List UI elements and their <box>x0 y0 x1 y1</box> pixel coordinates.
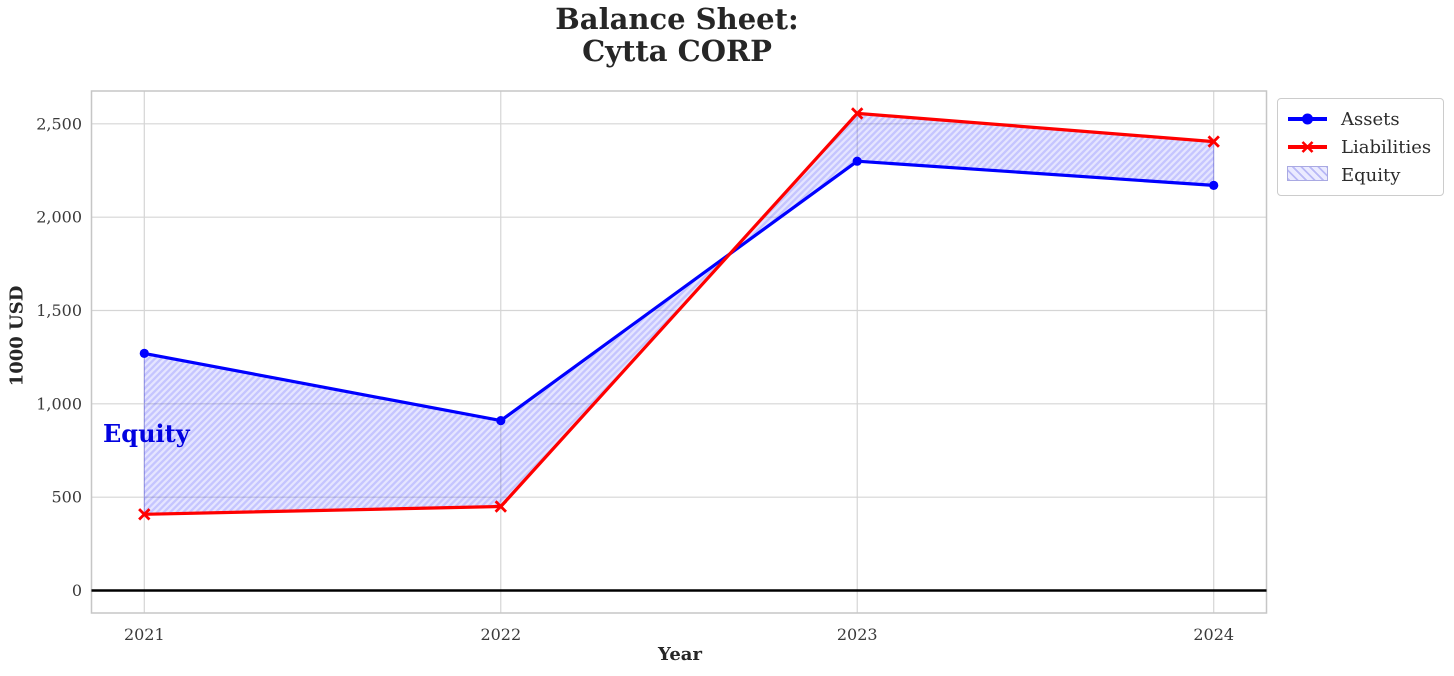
svg-text:500: 500 <box>51 488 82 507</box>
liabilities-line <box>144 111 1214 516</box>
svg-text:2022: 2022 <box>480 625 521 644</box>
legend-item-equity: Equity <box>1286 161 1435 189</box>
chart-title-line2: Cytta CORP <box>582 34 772 68</box>
legend-item-liabilities: Liabilities <box>1286 133 1435 161</box>
legend-label-liabilities: Liabilities <box>1341 136 1432 158</box>
svg-text:1,000: 1,000 <box>36 394 82 413</box>
liabilities-line-x-icon <box>1288 141 1327 153</box>
assets-line-circle-icon <box>1288 113 1327 125</box>
svg-text:2021: 2021 <box>124 625 165 644</box>
x-axis-label: Year <box>658 644 702 665</box>
equity-annotation: Equity <box>103 419 190 448</box>
svg-text:2024: 2024 <box>1193 625 1234 644</box>
equity-hatch-swatch-icon <box>1286 166 1329 184</box>
y-axis-label: 1000 USD <box>6 285 28 387</box>
liabilities-markers <box>138 107 1220 521</box>
chart-title-line1: Balance Sheet: <box>555 2 799 36</box>
assets-markers <box>139 156 1219 426</box>
svg-text:2,000: 2,000 <box>36 208 82 227</box>
plot-border <box>90 90 1268 614</box>
y-tick-labels: 0 500 1,000 1,500 2,000 2,500 <box>36 114 82 600</box>
legend: Assets Liabilities Equity <box>1277 98 1444 196</box>
svg-text:2023: 2023 <box>837 625 878 644</box>
x-tick-labels: 2021 2022 2023 2024 <box>124 625 1234 644</box>
svg-text:1,500: 1,500 <box>36 301 82 320</box>
legend-item-assets: Assets <box>1286 105 1435 133</box>
svg-text:2,500: 2,500 <box>36 114 82 133</box>
chart-title: Balance Sheet: Cytta CORP <box>0 3 1354 67</box>
assets-line <box>144 159 1214 423</box>
legend-label-assets: Assets <box>1341 108 1400 130</box>
legend-label-equity: Equity <box>1341 164 1401 186</box>
svg-text:0: 0 <box>72 581 82 600</box>
